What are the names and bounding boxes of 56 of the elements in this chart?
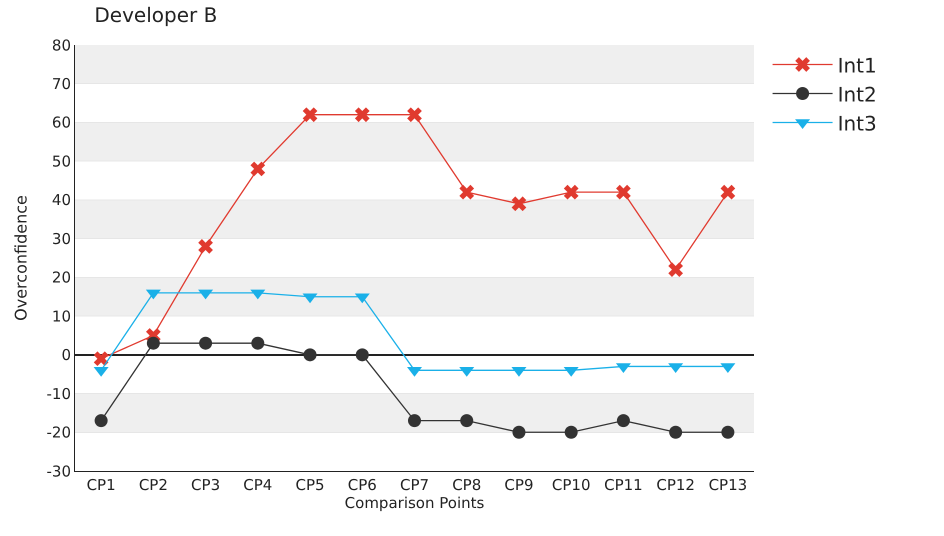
x-tick-label: CP6 bbox=[348, 476, 377, 494]
point bbox=[251, 336, 264, 350]
y-tick-label: -10 bbox=[46, 384, 71, 403]
y-tick-label: 70 bbox=[52, 74, 71, 93]
point bbox=[356, 348, 369, 362]
point bbox=[94, 351, 108, 366]
y-tick-label: 0 bbox=[61, 346, 71, 364]
chart-title: Developer B bbox=[94, 3, 218, 28]
point bbox=[408, 414, 421, 428]
x-tick-label: CP7 bbox=[400, 476, 430, 494]
y-axis-title: Overconfidence bbox=[11, 195, 30, 321]
point bbox=[302, 107, 318, 122]
y-tick-label: -20 bbox=[46, 424, 71, 442]
y-tick-label: 50 bbox=[52, 152, 71, 170]
x-tick-label: CP5 bbox=[296, 476, 325, 494]
point bbox=[721, 426, 734, 439]
x-tick-label: CP13 bbox=[708, 476, 748, 494]
x-tick-label: CP1 bbox=[86, 476, 116, 494]
point bbox=[459, 184, 474, 200]
point bbox=[564, 426, 578, 439]
point bbox=[198, 239, 213, 254]
y-tick-label: 80 bbox=[52, 36, 71, 54]
point bbox=[304, 348, 317, 362]
y-tick-label: 10 bbox=[52, 307, 71, 326]
point bbox=[616, 414, 630, 428]
legend-label: Int1 bbox=[838, 53, 877, 78]
point bbox=[94, 414, 108, 428]
y-tick-label: -30 bbox=[46, 462, 71, 480]
legend-label: Int2 bbox=[838, 82, 877, 106]
x-tick-label: CP10 bbox=[552, 476, 590, 494]
x-tick-label: CP8 bbox=[452, 476, 482, 494]
point bbox=[512, 426, 526, 439]
point bbox=[460, 414, 474, 428]
point bbox=[564, 184, 579, 200]
point bbox=[512, 196, 526, 212]
x-axis-title: Comparison Points bbox=[344, 494, 484, 512]
y-tick-label: 30 bbox=[52, 230, 71, 248]
y-tick-label: 60 bbox=[52, 114, 71, 132]
point bbox=[669, 426, 682, 439]
x-tick-label: CP9 bbox=[504, 476, 534, 494]
point bbox=[146, 336, 160, 350]
point bbox=[407, 107, 422, 122]
point bbox=[354, 107, 370, 122]
x-tick-label: CP11 bbox=[604, 476, 643, 494]
point bbox=[616, 184, 631, 200]
x-tick-label: CP12 bbox=[656, 476, 695, 494]
x-tick-label: CP3 bbox=[191, 476, 220, 494]
x-tick-label: CP2 bbox=[138, 476, 168, 494]
y-tick-label: 40 bbox=[52, 191, 71, 210]
y-tick-label: 20 bbox=[52, 268, 71, 287]
point bbox=[668, 262, 684, 277]
legend-label: Int3 bbox=[838, 111, 877, 136]
point bbox=[250, 162, 266, 176]
x-tick-label: CP4 bbox=[243, 476, 272, 494]
point bbox=[720, 184, 736, 200]
point bbox=[199, 336, 212, 350]
